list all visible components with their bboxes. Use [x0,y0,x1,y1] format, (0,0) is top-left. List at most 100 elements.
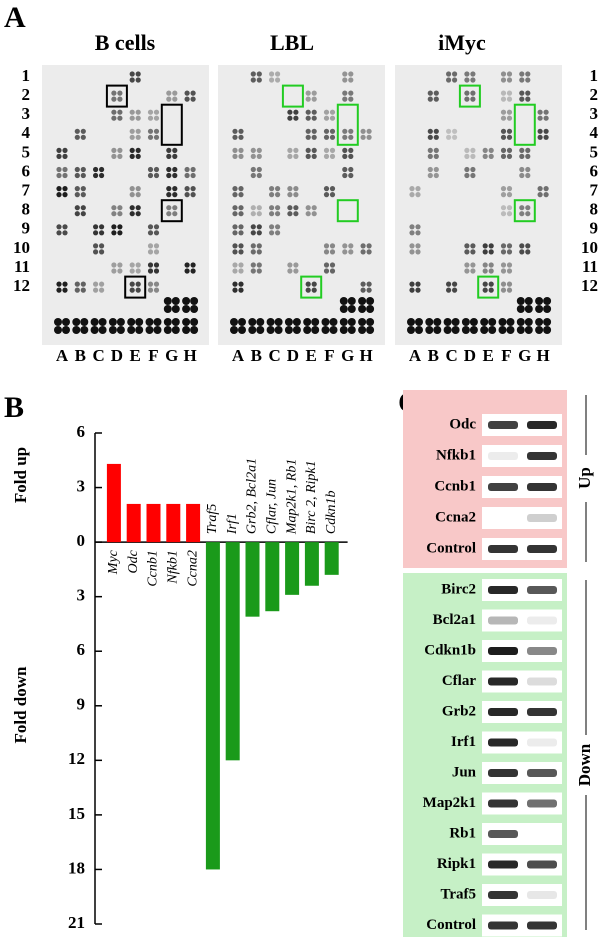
spot [329,115,336,121]
row-label: 2 [590,85,599,104]
spot [145,318,154,326]
gel-strip [482,670,562,693]
spot [129,71,135,77]
spot [111,268,117,274]
spot [108,318,117,326]
gel-band [488,799,518,808]
spot [347,297,356,305]
spot [275,192,281,198]
spot [190,192,196,198]
spot [172,153,178,159]
spot [500,71,507,77]
spot [256,166,262,173]
spot [98,318,107,326]
spot [488,262,494,268]
spot [238,192,244,198]
spot [519,153,525,159]
spot [543,186,549,192]
spot [537,109,543,115]
spot [74,211,80,217]
spot [275,186,281,192]
spot [62,166,68,173]
spot [54,318,62,326]
spot [506,262,513,268]
column-label: B [251,346,262,365]
spot [248,318,257,326]
spot [250,262,256,268]
spot [232,211,238,217]
spot [519,90,525,96]
spot [153,224,160,230]
spot [342,134,348,140]
spot [293,115,299,121]
spot [135,109,141,115]
spot [329,147,336,153]
spot [409,192,415,198]
spot [80,186,86,192]
spot [415,186,421,192]
spot [488,249,494,255]
spot [452,134,458,140]
spot [506,192,513,198]
spot [348,134,354,140]
spot [287,192,293,198]
gel-band [488,769,518,777]
spot [461,326,470,334]
spot [482,262,488,268]
spot [506,77,513,83]
spot [506,134,513,140]
spot [427,128,433,134]
gel-strip [482,853,562,876]
spot [153,134,160,140]
spot [425,318,434,326]
spot [360,287,366,293]
spot [348,90,354,96]
spot [163,305,172,313]
gel-band [527,891,557,899]
spot [535,318,544,326]
spot [93,281,99,287]
spot [342,147,348,153]
spot [171,297,180,305]
spot [427,153,433,159]
spot [470,243,476,249]
spot [348,147,354,153]
spot [256,243,262,249]
spot [230,318,238,326]
spot [166,192,172,198]
row-label: 10 [581,238,598,257]
gel-strip [482,640,562,662]
column-label: A [409,346,422,365]
spot [342,166,348,173]
spot [284,318,293,326]
spot [347,326,356,334]
spot [292,318,301,326]
spot [506,71,513,77]
gel-strip [482,731,562,754]
spot [329,243,336,249]
bar [245,542,260,617]
spot [409,186,415,192]
spot [506,318,515,326]
spot [500,90,507,96]
spot [506,115,513,121]
spot [323,262,330,268]
spot [516,297,525,305]
row-label: 6 [590,161,599,180]
spot [516,326,525,334]
spot [506,96,513,102]
panel-label: B [4,391,24,424]
spot [535,297,544,305]
row-label: 11 [582,257,598,276]
gene-label: Grb2 [442,703,476,719]
up-label: Up [575,467,594,489]
spot [256,147,262,153]
highlight-box [336,199,359,223]
column-label: F [501,346,511,365]
spot [500,186,507,192]
spot [543,297,552,305]
spot [329,249,336,255]
spot [305,128,311,134]
spot [190,172,196,179]
spot [323,192,330,198]
